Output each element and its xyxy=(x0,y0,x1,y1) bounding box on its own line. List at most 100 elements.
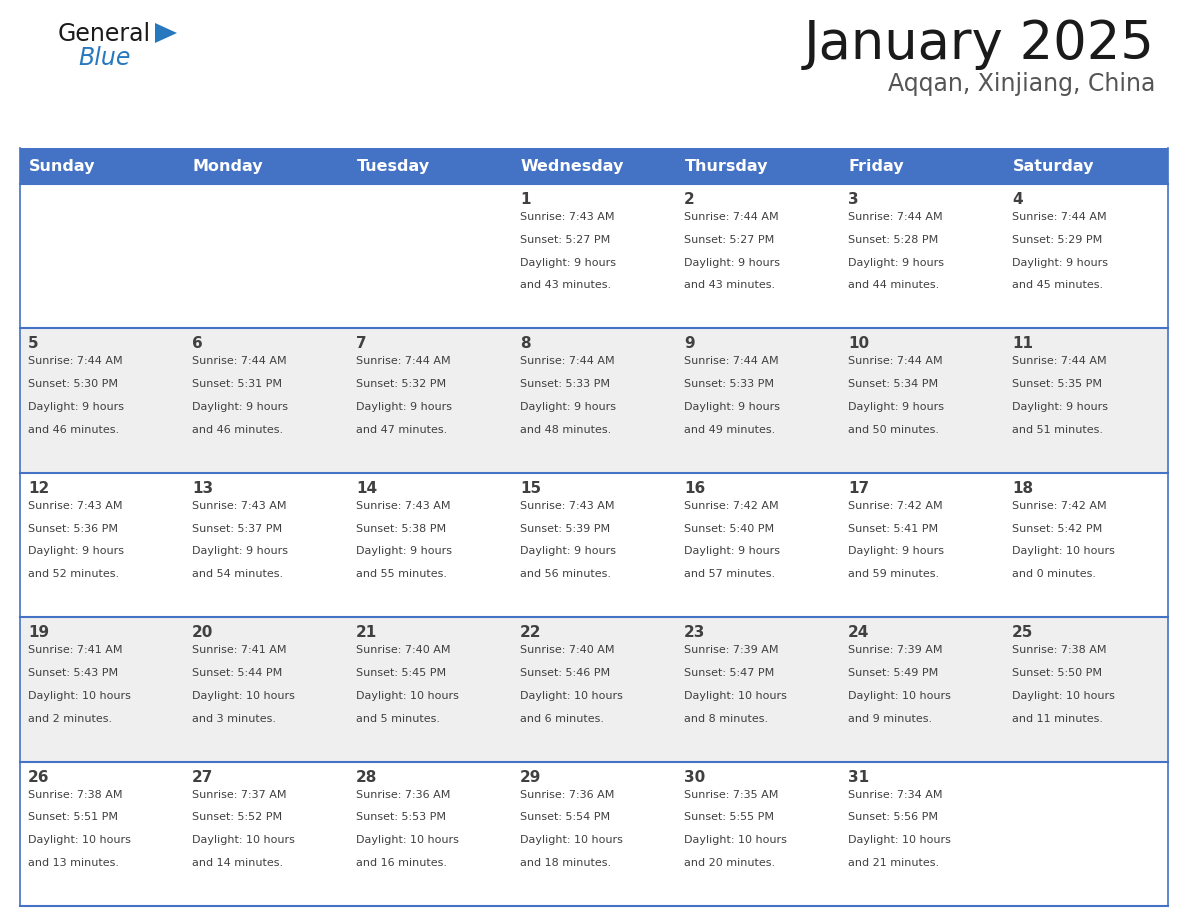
Text: Daylight: 9 hours: Daylight: 9 hours xyxy=(848,546,944,556)
Text: 15: 15 xyxy=(520,481,541,496)
Text: Daylight: 10 hours: Daylight: 10 hours xyxy=(29,835,131,845)
Text: Sunrise: 7:40 AM: Sunrise: 7:40 AM xyxy=(520,645,614,655)
Bar xyxy=(20,329,1168,473)
Text: Sunrise: 7:43 AM: Sunrise: 7:43 AM xyxy=(356,501,450,510)
Text: and 50 minutes.: and 50 minutes. xyxy=(848,425,939,435)
Text: Daylight: 9 hours: Daylight: 9 hours xyxy=(684,546,781,556)
Text: Sunset: 5:29 PM: Sunset: 5:29 PM xyxy=(1012,235,1102,245)
Text: and 21 minutes.: and 21 minutes. xyxy=(848,858,940,868)
Text: Sunset: 5:31 PM: Sunset: 5:31 PM xyxy=(192,379,282,389)
Text: Friday: Friday xyxy=(849,159,904,174)
Text: Sunrise: 7:39 AM: Sunrise: 7:39 AM xyxy=(684,645,778,655)
Text: Daylight: 9 hours: Daylight: 9 hours xyxy=(29,546,124,556)
Text: 29: 29 xyxy=(520,769,542,785)
Text: Sunrise: 7:43 AM: Sunrise: 7:43 AM xyxy=(192,501,286,510)
Text: Daylight: 10 hours: Daylight: 10 hours xyxy=(356,835,459,845)
Text: and 16 minutes.: and 16 minutes. xyxy=(356,858,447,868)
Text: Sunrise: 7:37 AM: Sunrise: 7:37 AM xyxy=(192,789,286,800)
Bar xyxy=(512,148,676,184)
Text: 16: 16 xyxy=(684,481,706,496)
Text: Daylight: 10 hours: Daylight: 10 hours xyxy=(684,835,786,845)
Text: Sunset: 5:55 PM: Sunset: 5:55 PM xyxy=(684,812,775,823)
Bar xyxy=(20,184,1168,329)
Text: Daylight: 9 hours: Daylight: 9 hours xyxy=(1012,258,1108,268)
Text: Sunset: 5:44 PM: Sunset: 5:44 PM xyxy=(192,668,283,678)
Text: Sunset: 5:47 PM: Sunset: 5:47 PM xyxy=(684,668,775,678)
Text: 6: 6 xyxy=(192,336,203,352)
Text: Sunset: 5:35 PM: Sunset: 5:35 PM xyxy=(1012,379,1102,389)
Text: and 8 minutes.: and 8 minutes. xyxy=(684,713,769,723)
Text: Sunrise: 7:41 AM: Sunrise: 7:41 AM xyxy=(29,645,122,655)
Text: and 51 minutes.: and 51 minutes. xyxy=(1012,425,1102,435)
Text: Sunrise: 7:36 AM: Sunrise: 7:36 AM xyxy=(356,789,450,800)
Text: Daylight: 9 hours: Daylight: 9 hours xyxy=(1012,402,1108,412)
Text: Sunrise: 7:42 AM: Sunrise: 7:42 AM xyxy=(848,501,942,510)
Text: Sunrise: 7:44 AM: Sunrise: 7:44 AM xyxy=(520,356,614,366)
Text: Sunrise: 7:44 AM: Sunrise: 7:44 AM xyxy=(684,212,778,222)
Bar xyxy=(20,148,184,184)
Text: Sunrise: 7:43 AM: Sunrise: 7:43 AM xyxy=(520,501,614,510)
Text: Daylight: 9 hours: Daylight: 9 hours xyxy=(192,546,287,556)
Text: and 6 minutes.: and 6 minutes. xyxy=(520,713,604,723)
Bar xyxy=(20,762,1168,906)
Text: Sunrise: 7:39 AM: Sunrise: 7:39 AM xyxy=(848,645,942,655)
Bar xyxy=(20,617,1168,762)
Text: Sunrise: 7:40 AM: Sunrise: 7:40 AM xyxy=(356,645,450,655)
Text: 7: 7 xyxy=(356,336,367,352)
Text: Daylight: 10 hours: Daylight: 10 hours xyxy=(1012,546,1114,556)
Text: 26: 26 xyxy=(29,769,50,785)
Text: Sunset: 5:45 PM: Sunset: 5:45 PM xyxy=(356,668,447,678)
Text: and 56 minutes.: and 56 minutes. xyxy=(520,569,611,579)
Text: Sunset: 5:27 PM: Sunset: 5:27 PM xyxy=(520,235,611,245)
Text: Sunset: 5:56 PM: Sunset: 5:56 PM xyxy=(848,812,939,823)
Text: 12: 12 xyxy=(29,481,49,496)
Text: and 14 minutes.: and 14 minutes. xyxy=(192,858,283,868)
Text: 14: 14 xyxy=(356,481,377,496)
Text: Sunset: 5:51 PM: Sunset: 5:51 PM xyxy=(29,812,118,823)
Text: Sunset: 5:30 PM: Sunset: 5:30 PM xyxy=(29,379,118,389)
Text: Daylight: 9 hours: Daylight: 9 hours xyxy=(520,546,617,556)
Text: 24: 24 xyxy=(848,625,870,640)
Text: Sunrise: 7:44 AM: Sunrise: 7:44 AM xyxy=(684,356,778,366)
Text: 18: 18 xyxy=(1012,481,1034,496)
Text: Sunrise: 7:44 AM: Sunrise: 7:44 AM xyxy=(1012,356,1107,366)
Text: Daylight: 10 hours: Daylight: 10 hours xyxy=(29,691,131,700)
Text: and 43 minutes.: and 43 minutes. xyxy=(684,280,775,290)
Text: Sunset: 5:43 PM: Sunset: 5:43 PM xyxy=(29,668,118,678)
Text: Daylight: 9 hours: Daylight: 9 hours xyxy=(520,402,617,412)
Text: Daylight: 9 hours: Daylight: 9 hours xyxy=(29,402,124,412)
Text: 5: 5 xyxy=(29,336,39,352)
Text: Sunset: 5:49 PM: Sunset: 5:49 PM xyxy=(848,668,939,678)
Text: 3: 3 xyxy=(848,192,859,207)
Text: Sunrise: 7:38 AM: Sunrise: 7:38 AM xyxy=(1012,645,1106,655)
Text: and 18 minutes.: and 18 minutes. xyxy=(520,858,611,868)
Text: Sunrise: 7:36 AM: Sunrise: 7:36 AM xyxy=(520,789,614,800)
Text: Daylight: 10 hours: Daylight: 10 hours xyxy=(192,691,295,700)
Text: Sunset: 5:27 PM: Sunset: 5:27 PM xyxy=(684,235,775,245)
Text: Sunrise: 7:38 AM: Sunrise: 7:38 AM xyxy=(29,789,122,800)
Text: Saturday: Saturday xyxy=(1013,159,1094,174)
Text: 25: 25 xyxy=(1012,625,1034,640)
Text: 11: 11 xyxy=(1012,336,1034,352)
Bar xyxy=(184,148,348,184)
Text: 20: 20 xyxy=(192,625,214,640)
Text: 30: 30 xyxy=(684,769,706,785)
Text: and 57 minutes.: and 57 minutes. xyxy=(684,569,775,579)
Text: Sunset: 5:40 PM: Sunset: 5:40 PM xyxy=(684,523,775,533)
Text: Sunset: 5:41 PM: Sunset: 5:41 PM xyxy=(848,523,939,533)
Bar xyxy=(676,148,840,184)
Text: Sunset: 5:50 PM: Sunset: 5:50 PM xyxy=(1012,668,1102,678)
Text: Sunrise: 7:43 AM: Sunrise: 7:43 AM xyxy=(520,212,614,222)
Text: Sunset: 5:54 PM: Sunset: 5:54 PM xyxy=(520,812,611,823)
Text: Sunrise: 7:42 AM: Sunrise: 7:42 AM xyxy=(1012,501,1107,510)
Text: Daylight: 9 hours: Daylight: 9 hours xyxy=(192,402,287,412)
Text: Daylight: 9 hours: Daylight: 9 hours xyxy=(848,402,944,412)
Text: Sunrise: 7:43 AM: Sunrise: 7:43 AM xyxy=(29,501,122,510)
Text: and 52 minutes.: and 52 minutes. xyxy=(29,569,119,579)
Bar xyxy=(20,473,1168,617)
Text: 13: 13 xyxy=(192,481,213,496)
Polygon shape xyxy=(154,23,177,43)
Text: and 9 minutes.: and 9 minutes. xyxy=(848,713,933,723)
Text: Daylight: 10 hours: Daylight: 10 hours xyxy=(848,835,950,845)
Text: Daylight: 10 hours: Daylight: 10 hours xyxy=(520,691,623,700)
